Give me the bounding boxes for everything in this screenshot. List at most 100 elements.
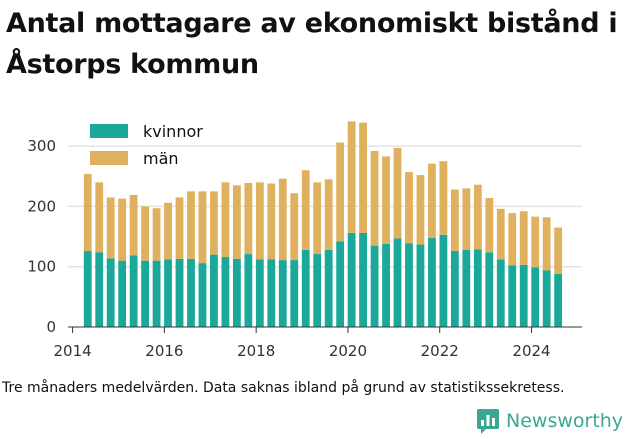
legend-swatch-män: [90, 151, 128, 165]
bar-män-23: [347, 121, 356, 233]
bar-kvinnor-28: [405, 243, 413, 327]
bar-kvinnor-34: [473, 249, 482, 327]
bar-män-21: [324, 179, 333, 250]
bars: [83, 121, 563, 327]
y-tick-label: 200: [27, 197, 56, 215]
bar-kvinnor-4: [129, 255, 138, 327]
newsworthy-logo: Newsworthy: [476, 408, 623, 434]
bar-kvinnor-8: [175, 258, 184, 327]
bar-män-18: [290, 193, 299, 261]
y-tick-label: 0: [46, 318, 56, 336]
bar-kvinnor-7: [164, 259, 172, 327]
bar-män-11: [210, 191, 218, 255]
bar-kvinnor-20: [313, 254, 322, 327]
bar-män-28: [405, 172, 413, 244]
bar-kvinnor-37: [508, 265, 517, 327]
x-tick-label: 2014: [53, 342, 91, 360]
bar-kvinnor-3: [118, 260, 127, 327]
bar-män-22: [336, 142, 345, 242]
bar-män-17: [278, 178, 287, 261]
y-tick-label: 100: [27, 258, 56, 276]
bar-män-3: [118, 198, 127, 261]
bar-män-27: [393, 147, 402, 239]
bar-män-0: [83, 173, 92, 252]
bar-män-32: [450, 189, 459, 252]
bar-män-30: [428, 163, 436, 238]
bar-kvinnor-6: [152, 260, 161, 327]
x-tick-label: 2016: [145, 342, 183, 360]
bar-kvinnor-26: [382, 243, 390, 327]
bar-män-7: [164, 202, 172, 260]
x-tick-label: 2022: [421, 342, 459, 360]
bar-män-33: [462, 188, 471, 250]
bar-män-6: [152, 208, 161, 261]
bar-män-34: [473, 184, 482, 250]
bar-män-9: [187, 191, 195, 259]
bar-män-19: [301, 170, 310, 250]
bar-kvinnor-19: [301, 249, 310, 327]
bar-kvinnor-10: [198, 263, 207, 327]
legend-swatch-kvinnor: [90, 124, 128, 138]
bar-kvinnor-0: [83, 251, 92, 327]
bar-kvinnor-2: [106, 258, 115, 327]
x-tick-label: 2020: [329, 342, 367, 360]
y-tick-label: 300: [27, 137, 56, 155]
legend: kvinnor män: [90, 122, 203, 168]
bar-kvinnor-41: [554, 273, 563, 327]
bar-män-14: [244, 182, 253, 255]
bar-kvinnor-15: [255, 259, 264, 327]
bar-män-40: [542, 217, 551, 271]
bar-kvinnor-36: [496, 259, 505, 327]
y-axis: 0 100 200 300: [27, 137, 56, 336]
bar-män-20: [313, 182, 322, 255]
bar-kvinnor-16: [267, 259, 276, 327]
bar-kvinnor-12: [221, 257, 230, 327]
legend-label-kvinnor: kvinnor: [143, 122, 203, 141]
bar-män-24: [359, 122, 367, 233]
bar-kvinnor-25: [370, 245, 379, 327]
bar-kvinnor-13: [232, 258, 241, 327]
bar-män-41: [554, 227, 563, 274]
bar-kvinnor-31: [439, 234, 448, 327]
bar-män-2: [106, 197, 115, 259]
stacked-bar-chart: 2014 2016 2018 2020 2022 2024 0 100 200 300 kvin…: [27, 121, 582, 360]
x-tick-label: 2024: [512, 342, 550, 360]
bar-män-16: [267, 183, 276, 260]
bar-kvinnor-24: [359, 232, 367, 327]
bar-kvinnor-40: [542, 270, 551, 327]
chart-title: Antal mottagare av ekonomiskt bistånd i …: [6, 8, 618, 80]
bar-män-10: [198, 191, 207, 264]
bar-kvinnor-27: [393, 238, 402, 327]
legend-label-män: män: [143, 149, 179, 168]
bar-kvinnor-9: [187, 258, 195, 327]
bar-män-12: [221, 182, 230, 258]
bar-män-8: [175, 197, 184, 259]
x-axis: 2014 2016 2018 2020 2022 2024: [53, 326, 582, 360]
bar-män-25: [370, 150, 379, 246]
bar-kvinnor-33: [462, 249, 471, 327]
bar-kvinnor-21: [324, 249, 333, 327]
bar-män-4: [129, 194, 138, 256]
bar-män-38: [519, 211, 528, 265]
bar-kvinnor-11: [210, 254, 218, 327]
bar-kvinnor-5: [141, 260, 150, 327]
brand-name: Newsworthy: [506, 410, 624, 432]
bar-män-31: [439, 161, 448, 235]
bar-män-35: [485, 197, 494, 253]
bar-kvinnor-17: [278, 260, 287, 327]
bar-kvinnor-22: [336, 241, 345, 327]
bar-män-15: [255, 182, 264, 260]
bar-män-29: [416, 175, 425, 245]
bar-kvinnor-39: [531, 267, 540, 327]
bar-män-13: [232, 185, 241, 259]
bar-kvinnor-1: [95, 252, 104, 327]
bar-kvinnor-29: [416, 244, 425, 327]
bar-kvinnor-38: [519, 264, 528, 327]
bar-kvinnor-30: [428, 237, 436, 327]
bar-kvinnor-32: [450, 251, 459, 327]
bar-kvinnor-18: [290, 260, 299, 327]
bar-män-26: [382, 156, 390, 244]
bar-män-39: [531, 216, 540, 268]
x-tick-label: 2018: [237, 342, 275, 360]
bar-män-36: [496, 208, 505, 260]
